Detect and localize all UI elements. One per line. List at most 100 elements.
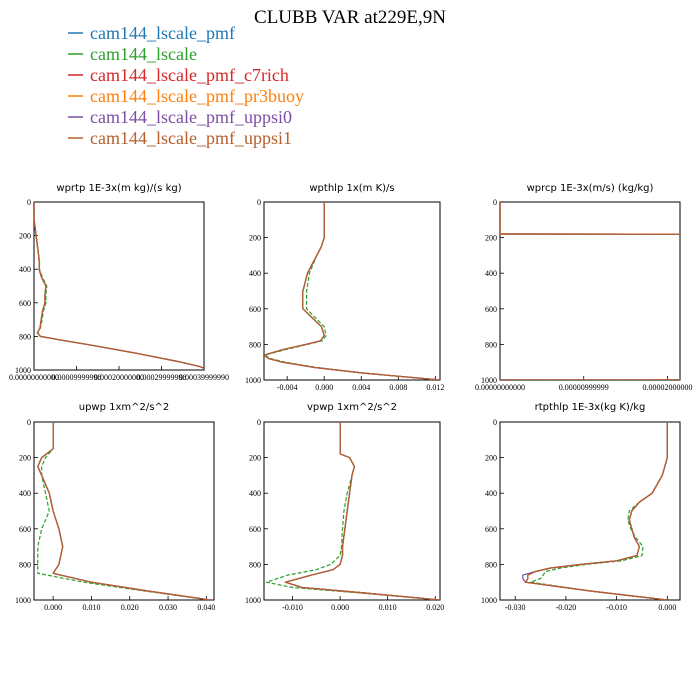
legend-label: cam144_lscale [90,44,197,64]
legend-label: cam144_lscale_pmf_uppsi0 [90,107,292,127]
legend-entry: cam144_lscale_pmf [68,23,235,43]
series-line [500,202,680,380]
y-tick-label: 200 [249,454,261,463]
x-tick-label: 0.020 [121,603,139,612]
panel-title: wprtp 1E-3x(m kg)/(s kg) [56,183,181,194]
panel-title: wpthlp 1x(m K)/s [309,183,394,194]
x-tick-label: 0.020 [426,603,444,612]
x-tick-label: 0.004 [352,383,370,392]
series-line [37,422,211,600]
x-tick-label: 0.00020000000 [94,373,144,382]
figure-title: CLUBB VAR at229E,9N [254,7,446,28]
series-line [37,422,211,600]
series-line [500,202,680,380]
legend-entry: cam144_lscale_pmf_uppsi0 [68,107,292,127]
series-line [264,202,440,380]
series-line [264,202,440,380]
series-line [34,202,204,369]
legend-label: cam144_lscale_pmf_pr3buoy [90,86,304,106]
y-tick-label: 800 [485,340,497,349]
y-tick-label: 800 [19,332,31,341]
y-tick-label: 0 [27,198,31,207]
legend-entry: cam144_lscale [68,44,197,64]
x-tick-label: -0.020 [556,603,577,612]
y-tick-label: 800 [249,560,261,569]
series-line [524,422,668,600]
x-tick-label: 0.000 [315,383,333,392]
legend-entry: cam144_lscale_pmf_c7rich [68,65,289,85]
series-line [37,422,211,600]
x-tick-label: -0.030 [505,603,526,612]
y-tick-label: 400 [485,269,497,278]
x-tick-label: 0.012 [426,383,444,392]
panel-title: wprcp 1E-3x(m/s) (kg/kg) [527,183,654,194]
legend-entry: cam144_lscale_pmf_uppsi1 [68,128,292,148]
y-tick-label: 1000 [15,596,31,605]
series-line [34,202,204,369]
series-line [500,202,680,380]
y-tick-label: 200 [249,234,261,243]
series-line [529,422,668,600]
panel-title: vpwp 1xm^2/s^2 [307,402,397,413]
panel-title: rtpthlp 1E-3x(kg K)/kg [535,402,646,413]
x-tick-label: 0.000 [331,603,349,612]
panel-title: upwp 1xm^2/s^2 [79,402,169,413]
x-tick-label: 0.010 [82,603,100,612]
y-tick-label: 400 [19,265,31,274]
plot-frame [499,201,681,381]
series-line [37,422,211,600]
panel-upwp: upwp 1xm^2/s^2 0 200 400 600 800 1000 0.000 0.0… [15,402,215,612]
y-tick-label: 600 [249,305,261,314]
y-tick-label: 0 [493,198,497,207]
x-tick-label: 0.030 [159,603,177,612]
series-line [524,422,668,600]
series-line [37,422,211,600]
series-line [284,422,440,600]
series-line [264,202,440,380]
x-tick-label: 0.00002000000 [642,383,692,392]
y-tick-label: 200 [19,232,31,241]
x-tick-label: -0.010 [282,603,303,612]
y-tick-label: 400 [249,489,261,498]
plot-frame [33,201,205,371]
y-tick-label: 600 [485,305,497,314]
x-tick-label: 0.00039999990 [179,373,229,382]
y-tick-label: 200 [485,454,497,463]
series-line [37,422,211,600]
y-tick-label: 600 [19,525,31,534]
series-line [284,422,440,600]
series-line [264,202,440,380]
series-line [34,202,204,369]
series-line [500,202,680,380]
y-tick-label: 600 [249,525,261,534]
series-line [264,202,440,380]
plot-frame [33,421,215,601]
plot-frame [499,421,681,601]
y-tick-label: 1000 [245,596,261,605]
x-tick-label: 0.000 [44,603,62,612]
panel-rtpthlp: rtpthlp 1E-3x(kg K)/kg 0 200 400 600 800 1000… [481,402,681,612]
y-tick-label: 0 [257,418,261,427]
y-tick-label: 400 [485,489,497,498]
x-tick-label: -0.010 [606,603,627,612]
y-tick-label: 200 [485,234,497,243]
y-tick-label: 600 [485,525,497,534]
x-tick-label: 0.00000000000 [475,383,525,392]
x-tick-label: 0.00000999999 [559,383,609,392]
x-tick-label: -0.004 [277,383,298,392]
series-line [500,202,680,380]
x-tick-label: 0.040 [197,603,215,612]
x-tick-label: 0.00009999998 [52,373,102,382]
legend: cam144_lscale_pmf cam144_lscale cam144_l… [68,23,304,148]
series-line [284,422,440,600]
legend-label: cam144_lscale_pmf [90,23,235,43]
legend-label: cam144_lscale_pmf_c7rich [90,65,289,85]
panel-wpthlp: wpthlp 1x(m K)/s 0 200 400 600 800 1000 -0.004… [245,183,444,392]
series-line [284,422,440,600]
y-tick-label: 1000 [15,366,31,375]
series-line [34,202,204,369]
y-tick-label: 600 [19,299,31,308]
series-line [265,422,440,600]
y-tick-label: 1000 [481,376,497,385]
